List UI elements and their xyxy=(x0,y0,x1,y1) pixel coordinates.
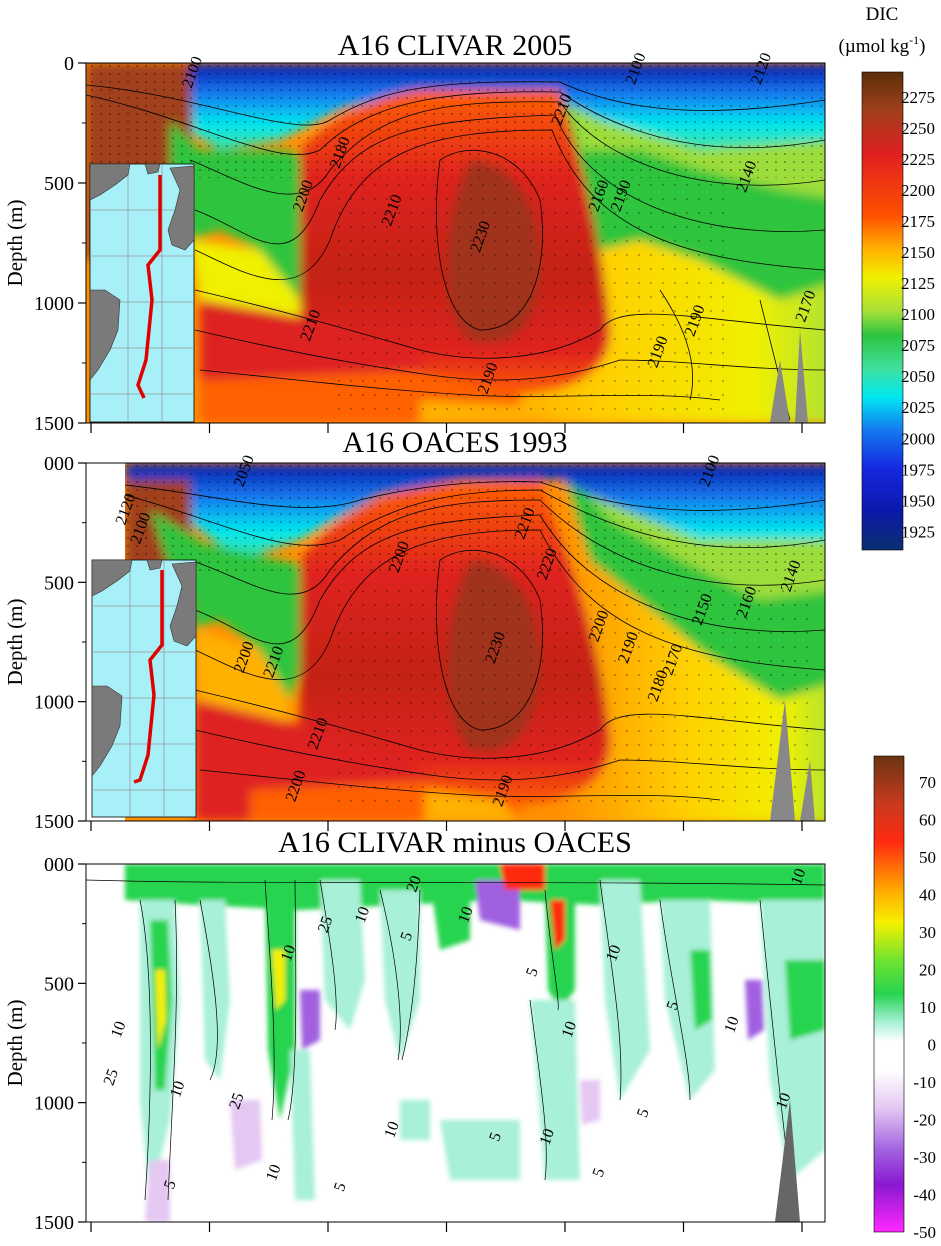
panel-3-field xyxy=(86,864,825,1222)
panel-3-contour-label: 20 xyxy=(404,874,425,895)
panel-3-contour-label: 10 xyxy=(455,905,476,926)
colorbar-1-tick-label: 2050 xyxy=(901,367,935,386)
panel-3-contour-label: 10 xyxy=(167,1079,188,1100)
colorbar-2-tick-label: -50 xyxy=(913,1223,936,1242)
panel-1-ytick-label: 1000 xyxy=(34,293,74,315)
colorbar-2-tick-label: 20 xyxy=(919,961,936,980)
panel-1-field xyxy=(86,63,825,423)
panel-3-contour-label: 10 xyxy=(108,1019,129,1040)
colorbar-2-ticks: 70 60 50 40 30 20 10 0 -10 -20 -30 -40 -50 xyxy=(913,773,936,1242)
colorbar-2-tick-label: 0 xyxy=(928,1036,937,1055)
colorbar-2-tick-label: -20 xyxy=(913,1111,936,1130)
colorbar-2-tick-label: 10 xyxy=(919,998,936,1017)
colorbar-2-tick-label: 70 xyxy=(919,773,936,792)
colorbar-1-tick-label: 2150 xyxy=(901,243,935,262)
colorbar-1-ticks: 2275 2250 2225 2200 2175 2150 2125 2100 2075 2050… xyxy=(901,88,935,542)
colorbar-2-bar xyxy=(873,755,905,1233)
panel-2-ytick-label: 1000 xyxy=(34,692,74,714)
panel-clivar-2005: A16 CLIVAR 2005 xyxy=(85,29,826,424)
panel-3-contour-label: 10 xyxy=(721,1014,742,1035)
colorbar-1-title: DIC xyxy=(866,4,899,25)
panel-1-title: A16 CLIVAR 2005 xyxy=(338,29,572,62)
panel-3-contour-label: 25 xyxy=(101,1067,122,1088)
panel-2-ytick-label: 000 xyxy=(44,453,74,475)
panel-1-ylabel: Depth (m) xyxy=(3,200,27,287)
panel-1-ytick-label: 1500 xyxy=(34,413,74,435)
panel-oaces-1993: A16 OACES 1993 xyxy=(85,426,826,822)
panel-2-map-inset xyxy=(91,559,197,818)
colorbar-2-tick-label: -10 xyxy=(913,1073,936,1092)
colorbar-2-tick-label: 30 xyxy=(919,923,936,942)
panel-3-contour-label: 10 xyxy=(559,1019,580,1040)
panel-1-ytick-label: 0 xyxy=(64,53,74,75)
panel-2-field xyxy=(86,463,825,821)
colorbar-1-tick-label: 1950 xyxy=(901,491,935,510)
colorbar-2-tick-label: 60 xyxy=(919,811,936,830)
panel-3-contour-label: 25 xyxy=(226,1091,247,1112)
colorbar-2-tick-label: -40 xyxy=(913,1186,936,1205)
panel-3-ytick-label: 1000 xyxy=(34,1093,74,1115)
colorbar-1-tick-label: 2075 xyxy=(901,336,935,355)
colorbar-2-tick-label: 50 xyxy=(919,848,936,867)
colorbar-1-tick-label: 2250 xyxy=(901,119,935,138)
colorbar-1-unit: (µmol kg-1) xyxy=(839,33,926,57)
colorbar-1-tick-label: 2225 xyxy=(901,150,935,169)
panel-3-contour-label: 10 xyxy=(788,866,809,887)
panel-difference: A16 CLIVAR minus OACES xyxy=(85,826,826,1223)
panel-3-contour-label: 25 xyxy=(315,914,336,935)
panel-3-title: A16 CLIVAR minus OACES xyxy=(278,826,632,859)
colorbar-1-tick-label: 2200 xyxy=(901,181,935,200)
panel-1-ytick-label: 500 xyxy=(44,173,74,195)
panel-3-ytick-label: 000 xyxy=(44,854,74,876)
colorbar-1-tick-label: 2275 xyxy=(901,88,935,107)
panel-3-ytick-label: 1500 xyxy=(34,1212,74,1234)
axes-layer: 0 500 1000 1500 Depth (m) 000 500 1000 1500 Depth… xyxy=(3,53,803,1234)
colorbar-1-tick-label: 2025 xyxy=(901,398,935,417)
colorbar-1-tick-label: 1925 xyxy=(901,522,935,541)
panel-3-contour-label: 10 xyxy=(278,943,299,964)
panel-3-contour-label: 10 xyxy=(537,1127,558,1148)
colorbar-1-tick-label: 2100 xyxy=(901,305,935,324)
colorbar-dic: DIC (µmol kg-1) 2275 2250 2225 2200 2175 2150… xyxy=(839,4,935,551)
colorbar-1-tick-label: 1975 xyxy=(901,460,935,479)
panel-3-ytick-label: 500 xyxy=(44,973,74,995)
panel-1-map-inset xyxy=(89,163,195,423)
colorbar-1-bar xyxy=(861,71,904,551)
panel-3-contour-label: 10 xyxy=(773,1091,794,1112)
panel-2-title: A16 OACES 1993 xyxy=(342,426,567,459)
colorbar-1-tick-label: 2175 xyxy=(901,212,935,231)
panel-2-ytick-label: 1500 xyxy=(34,811,74,833)
colorbar-2-tick-label: -30 xyxy=(913,1148,936,1167)
panel-3-contour-label: 10 xyxy=(352,905,373,926)
colorbar-1-tick-label: 2000 xyxy=(901,429,935,448)
panel-3-contour-label: 10 xyxy=(381,1119,402,1140)
panel-3-contour-label: 10 xyxy=(263,1162,284,1183)
colorbar-1-tick-label: 2125 xyxy=(901,274,935,293)
colorbar-difference: 70 60 50 40 30 20 10 0 -10 -20 -30 -40 -50 xyxy=(873,755,936,1242)
panel-2-ytick-label: 500 xyxy=(44,572,74,594)
panel-3-contour-label: 10 xyxy=(603,943,624,964)
colorbar-2-tick-label: 40 xyxy=(919,886,936,905)
panel-3-ylabel: Depth (m) xyxy=(3,1000,27,1087)
panel-2-ylabel: Depth (m) xyxy=(3,599,27,686)
